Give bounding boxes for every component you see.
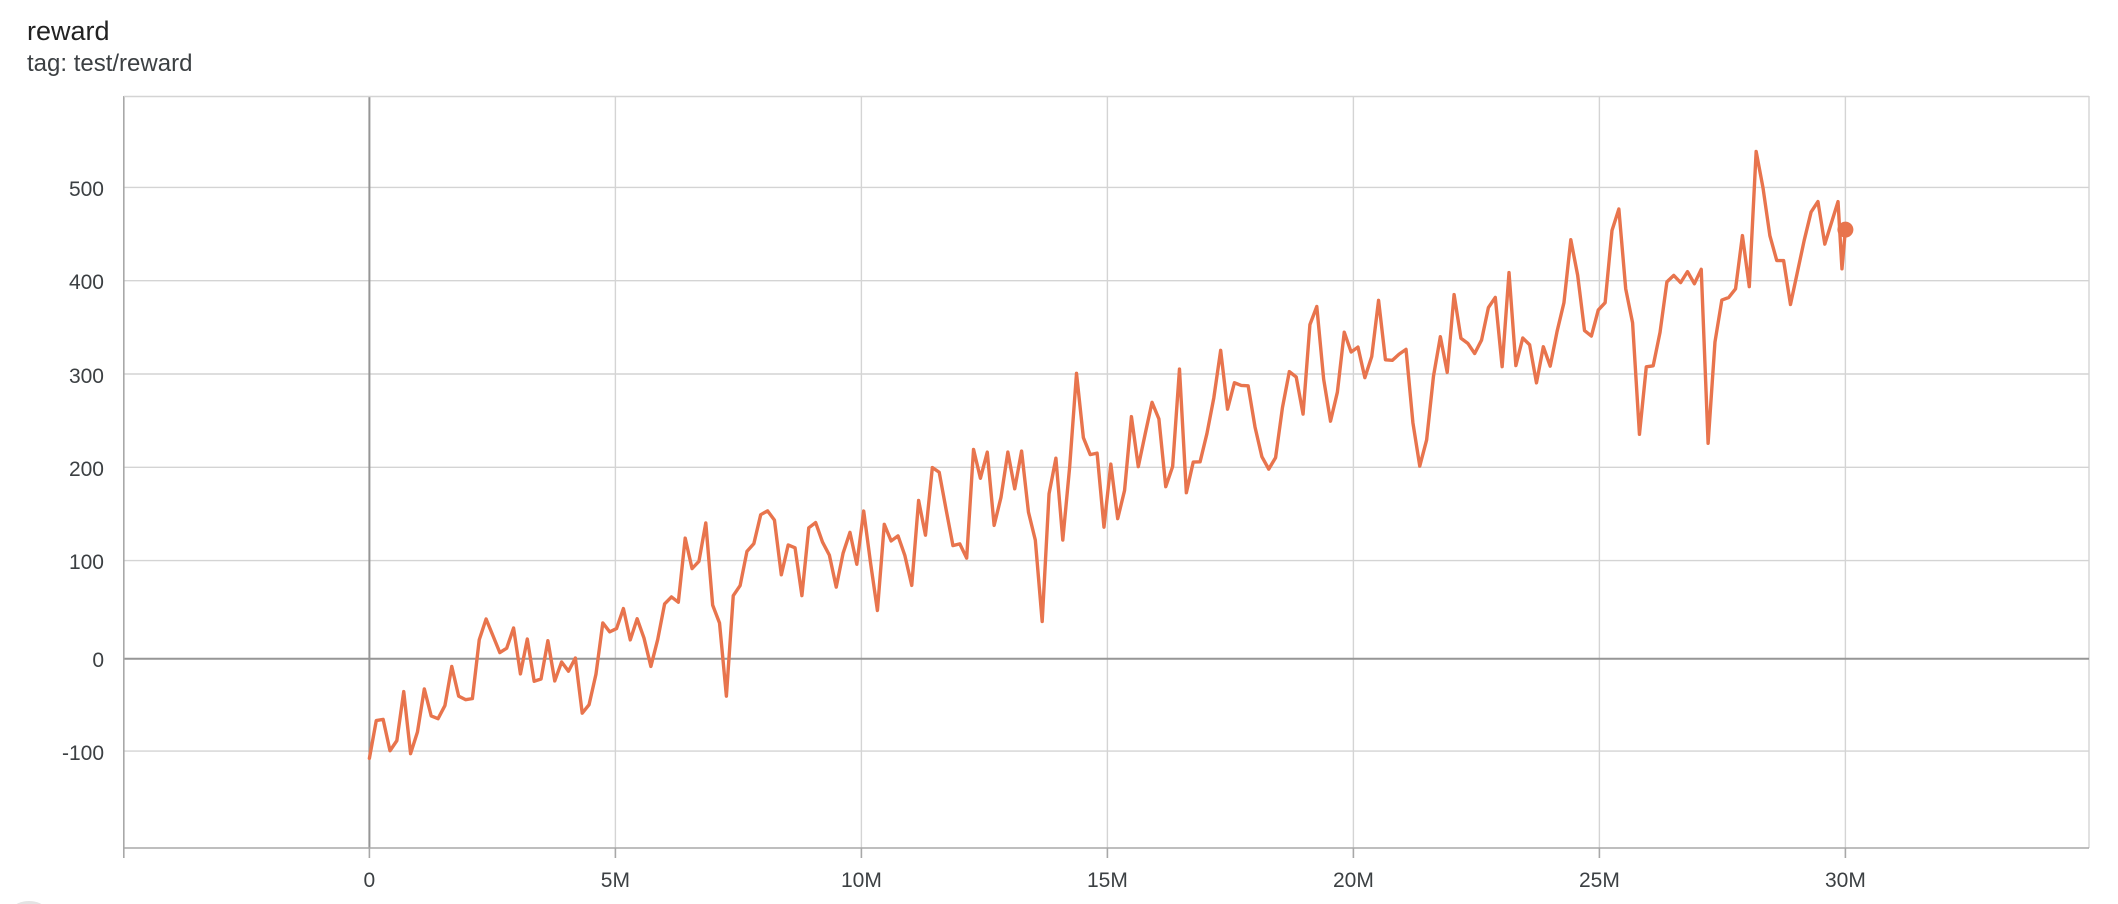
svg-text:-100: -100 xyxy=(62,742,104,765)
svg-text:30M: 30M xyxy=(1825,869,1866,892)
svg-text:0: 0 xyxy=(92,649,104,672)
svg-text:25M: 25M xyxy=(1579,869,1620,892)
svg-text:500: 500 xyxy=(69,178,104,201)
svg-text:400: 400 xyxy=(69,271,104,294)
svg-text:15M: 15M xyxy=(1087,869,1128,892)
svg-text:100: 100 xyxy=(69,551,104,574)
svg-text:10M: 10M xyxy=(841,869,882,892)
svg-text:20M: 20M xyxy=(1333,869,1374,892)
svg-text:300: 300 xyxy=(69,365,104,388)
svg-text:200: 200 xyxy=(69,458,104,481)
svg-text:5M: 5M xyxy=(601,869,630,892)
svg-text:0: 0 xyxy=(364,869,376,892)
